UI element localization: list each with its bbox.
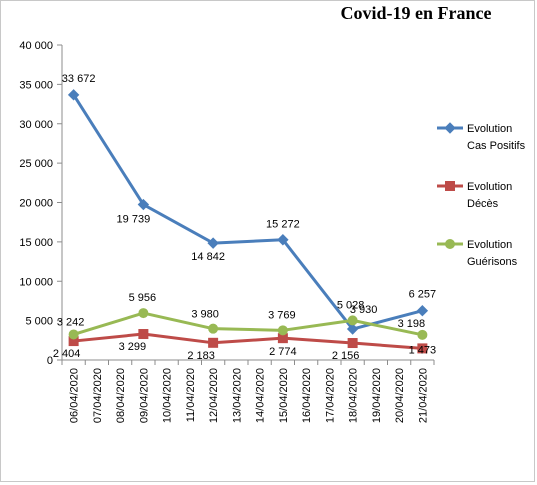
x-tick-label: 20/04/2020	[394, 368, 406, 423]
data-label: 2 774	[269, 346, 297, 358]
y-tick-label: 35 000	[19, 79, 53, 91]
x-tick-label: 13/04/2020	[231, 368, 243, 423]
legend-marker-2	[445, 181, 455, 191]
series-1-point	[67, 89, 80, 101]
series-1-point	[137, 198, 150, 211]
series-1-point	[416, 305, 429, 317]
x-tick-label: 21/04/2020	[417, 368, 429, 423]
data-label: 3 242	[57, 316, 85, 328]
series-line-2	[73, 332, 423, 350]
data-label: 15 272	[266, 219, 300, 231]
legend-marker-3	[445, 239, 455, 249]
series-3-point	[208, 323, 219, 334]
legend-marker-1	[444, 122, 456, 134]
data-label: 1 473	[409, 344, 437, 356]
x-tick-label: 15/04/2020	[278, 368, 290, 423]
series-3-point	[68, 329, 79, 340]
data-label: 3 769	[268, 309, 296, 321]
y-tick-label: 5 000	[25, 316, 53, 328]
legend-label: Cas Positifs	[467, 140, 526, 152]
x-tick-label: 07/04/2020	[92, 368, 104, 423]
series-2-point	[347, 338, 358, 349]
y-tick-label: 20 000	[19, 198, 53, 210]
series-1-point	[346, 323, 359, 335]
y-tick-label: 0	[47, 355, 53, 367]
data-label: 6 257	[409, 289, 437, 301]
series-1-point	[277, 234, 289, 246]
y-tick-label: 30 000	[19, 119, 53, 131]
series-line-1	[72, 94, 423, 331]
legend-label: Guérisons	[467, 256, 518, 268]
data-label: 19 739	[117, 214, 151, 226]
x-tick-label: 18/04/2020	[348, 368, 360, 423]
x-tick-label: 16/04/2020	[301, 368, 313, 423]
data-label: 3 299	[119, 341, 147, 353]
x-tick-label: 10/04/2020	[162, 368, 174, 423]
data-label: 33 672	[62, 73, 96, 85]
data-label: 2 183	[187, 350, 215, 362]
x-tick-label: 11/04/2020	[185, 368, 197, 422]
x-tick-label: 09/04/2020	[138, 368, 150, 423]
series-3-point	[417, 329, 428, 340]
y-tick-label: 40 000	[19, 40, 53, 52]
series-line-3	[73, 311, 423, 337]
y-tick-label: 15 000	[19, 237, 53, 249]
data-label: 5 956	[129, 292, 157, 304]
data-label: 2 156	[332, 350, 360, 362]
data-label: 3 930	[350, 304, 378, 316]
x-tick-label: 12/04/2020	[208, 368, 220, 423]
series-3-point	[347, 315, 358, 326]
y-tick-label: 10 000	[19, 276, 53, 288]
x-tick-label: 14/04/2020	[255, 368, 267, 423]
x-tick-label: 19/04/2020	[371, 368, 383, 423]
legend-label: Evolution	[467, 181, 512, 193]
x-tick-label: 06/04/2020	[69, 368, 81, 423]
y-tick-label: 25 000	[19, 158, 53, 170]
x-tick-label: 08/04/2020	[115, 368, 127, 423]
x-tick-label: 17/04/2020	[324, 368, 336, 423]
data-label: 14 842	[191, 251, 225, 263]
data-label: 2 404	[53, 348, 81, 360]
series-3-point	[138, 308, 149, 319]
data-label: 3 198	[398, 318, 426, 330]
data-label: 3 980	[191, 309, 219, 321]
legend-label: Décès	[467, 198, 499, 210]
series-1-point	[207, 237, 219, 249]
series-2-point	[208, 337, 219, 348]
chart-title: Covid-19 en France	[340, 3, 492, 23]
legend-label: Evolution	[467, 123, 512, 135]
series-3-point	[277, 325, 288, 336]
legend-label: Evolution	[467, 239, 512, 251]
data-label: 5 028	[337, 299, 365, 311]
series-2-point	[138, 329, 149, 340]
series-2-point	[417, 343, 428, 354]
